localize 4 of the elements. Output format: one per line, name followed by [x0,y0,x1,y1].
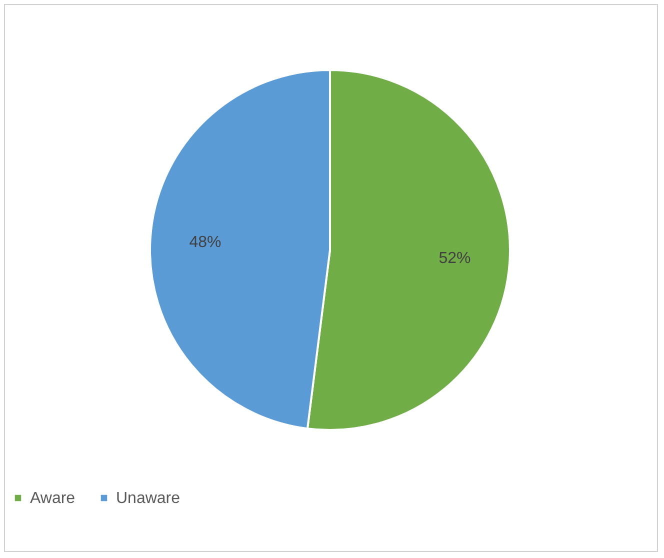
data-label: 52% [438,250,471,267]
data-label: 48% [189,234,222,252]
legend-label: Aware [30,490,76,507]
legend-label: Unaware [116,490,180,507]
